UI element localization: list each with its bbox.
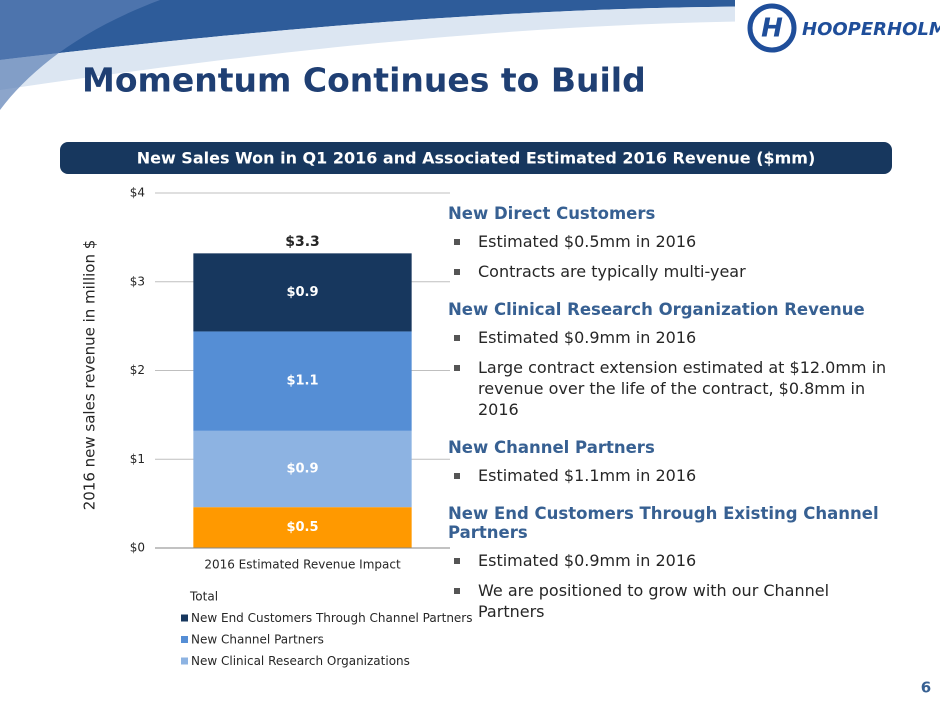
- bullet: Estimated $0.9mm in 2016: [454, 327, 888, 348]
- logo-text: HOOPERHOLMES: [802, 19, 940, 40]
- bar-segment: [193, 430, 412, 508]
- banner: [60, 142, 892, 174]
- section-heading: New Channel Partners: [448, 438, 655, 457]
- y-tick-label: $3: [130, 274, 145, 288]
- y-axis-label: 2016 new sales revenue in million $: [81, 240, 99, 511]
- bullet-list: Estimated $1.1mm in 2016: [448, 465, 888, 486]
- section-heading: New End Customers Through Existing Chann…: [448, 504, 879, 542]
- section-heading: New Direct Customers: [448, 204, 656, 223]
- bullet-list: Estimated $0.9mm in 2016 Large contract e…: [448, 327, 888, 420]
- header-swoosh: [0, 0, 940, 60]
- bar-segment: [193, 253, 412, 332]
- bullet-list: Estimated $0.9mm in 2016 We are positione…: [448, 550, 888, 622]
- data-label: $0.5: [286, 520, 318, 535]
- bullet: Estimated $0.9mm in 2016: [454, 550, 888, 571]
- legend-swatch: [181, 636, 188, 643]
- bar-segment: [193, 507, 412, 548]
- legend-label: New Channel Partners: [191, 633, 324, 647]
- y-tick-label: $1: [130, 452, 145, 466]
- legend-label: New Clinical Research Organizations: [191, 654, 410, 668]
- section-heading: New Clinical Research Organization Reven…: [448, 300, 865, 319]
- section: New Channel Partners Estimated $1.1mm in …: [448, 438, 888, 486]
- data-label: $0.9: [286, 462, 318, 477]
- banner-text: New Sales Won in Q1 2016 and Associated …: [137, 149, 816, 168]
- data-label: $0.9: [286, 285, 318, 300]
- legend-swatch: [181, 614, 188, 622]
- data-label: $1.1: [286, 374, 318, 389]
- bullet: Estimated $0.5mm in 2016: [454, 231, 888, 252]
- legend-label: Total: [189, 590, 218, 604]
- bar-segment: [193, 331, 412, 431]
- logo-bg: [735, 0, 940, 55]
- corner-swoosh: [0, 0, 160, 110]
- slide-title: Momentum Continues to Build: [82, 61, 646, 100]
- y-tick-label: $4: [130, 186, 145, 200]
- section: New Direct Customers Estimated $0.5mm in …: [448, 204, 888, 282]
- logo-glyph: H: [761, 14, 783, 44]
- side-text: New Direct Customers Estimated $0.5mm in …: [448, 204, 888, 640]
- y-tick-label: $2: [130, 363, 145, 377]
- bullet: Contracts are typically multi-year: [454, 261, 888, 282]
- bullet: Estimated $1.1mm in 2016: [454, 465, 888, 486]
- bullet-list: Estimated $0.5mm in 2016 Contracts are ty…: [448, 231, 888, 282]
- y-tick-label: $0: [130, 541, 145, 555]
- x-tick-label: 2016 Estimated Revenue Impact: [204, 558, 401, 572]
- bullet: We are positioned to grow with our Chann…: [454, 580, 888, 622]
- total-label: $3.3: [285, 234, 320, 250]
- section: New Clinical Research Organization Reven…: [448, 300, 888, 420]
- logo-mark: [747, 3, 797, 53]
- legend-label: New End Customers Through Channel Partne…: [191, 611, 473, 625]
- bullet: Large contract extension estimated at $1…: [454, 358, 887, 419]
- legend-swatch: [181, 657, 188, 665]
- section: New End Customers Through Existing Chann…: [448, 504, 888, 622]
- page-number: 6: [921, 679, 931, 697]
